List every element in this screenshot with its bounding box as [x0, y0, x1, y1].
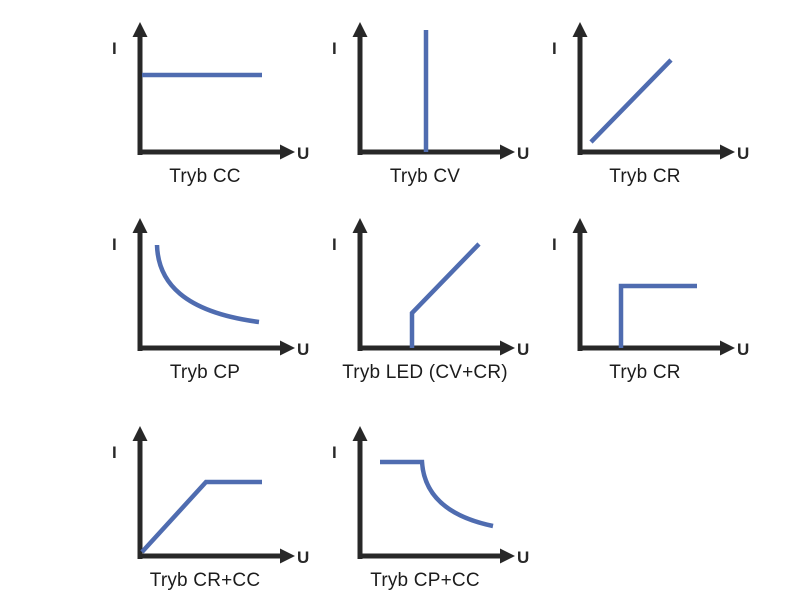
- y-axis-arrow: [132, 218, 148, 233]
- y-axis-label: I: [332, 39, 337, 58]
- y-axis-label: I: [112, 443, 117, 462]
- chart-caption: Tryb CV: [389, 166, 461, 187]
- y-axis-label: I: [332, 443, 337, 462]
- y-axis-arrow: [132, 22, 148, 37]
- x-axis-label: U: [737, 144, 749, 163]
- x-axis-arrow: [280, 144, 295, 160]
- y-axis-arrow: [352, 22, 368, 37]
- iu-plot: IU: [552, 22, 749, 163]
- iu-plot: IU: [332, 426, 529, 567]
- y-axis-arrow: [352, 218, 368, 233]
- chart-caption: Tryb CC: [169, 166, 241, 187]
- curve-path: [380, 459, 494, 529]
- x-axis-arrow: [500, 340, 515, 356]
- y-axis-arrow: [352, 426, 368, 441]
- x-axis-arrow: [280, 548, 295, 564]
- x-axis-label: U: [517, 340, 529, 359]
- curve-path: [589, 58, 673, 144]
- chart-caption: Tryb CR+CC: [149, 570, 261, 591]
- curve-path: [409, 242, 481, 348]
- chart-caption: Tryb LED (CV+CR): [342, 362, 508, 383]
- x-axis-arrow: [720, 144, 735, 160]
- chart-caption: Tryb CR: [609, 166, 681, 187]
- y-axis-label: I: [332, 235, 337, 254]
- chart-caption: Tryb CP+CC: [370, 570, 480, 591]
- x-axis-label: U: [297, 144, 309, 163]
- y-axis-arrow: [132, 426, 148, 441]
- y-axis-label: I: [112, 39, 117, 58]
- curve-path: [140, 479, 262, 554]
- iu-plot: IU: [552, 218, 749, 359]
- x-axis-label: U: [297, 548, 309, 567]
- y-axis-label: I: [112, 235, 117, 254]
- y-axis-label: I: [552, 39, 557, 58]
- chart-caption: Tryb CP: [169, 362, 241, 383]
- x-axis-arrow: [280, 340, 295, 356]
- y-axis-arrow: [572, 218, 588, 233]
- iu-plot: IU: [112, 22, 309, 163]
- iu-plot: IU: [112, 218, 309, 359]
- x-axis-arrow: [500, 144, 515, 160]
- iu-plot: IU: [332, 218, 529, 359]
- x-axis-label: U: [737, 340, 749, 359]
- y-axis-arrow: [572, 22, 588, 37]
- curve-path: [618, 283, 697, 348]
- x-axis-arrow: [720, 340, 735, 356]
- chart-caption: Tryb CR: [609, 362, 681, 383]
- iu-plot: IU: [332, 22, 529, 163]
- x-axis-label: U: [297, 340, 309, 359]
- x-axis-arrow: [500, 548, 515, 564]
- x-axis-label: U: [517, 144, 529, 163]
- curve-path: [154, 244, 260, 325]
- x-axis-label: U: [517, 548, 529, 567]
- iu-plot: IU: [112, 426, 309, 567]
- y-axis-label: I: [552, 235, 557, 254]
